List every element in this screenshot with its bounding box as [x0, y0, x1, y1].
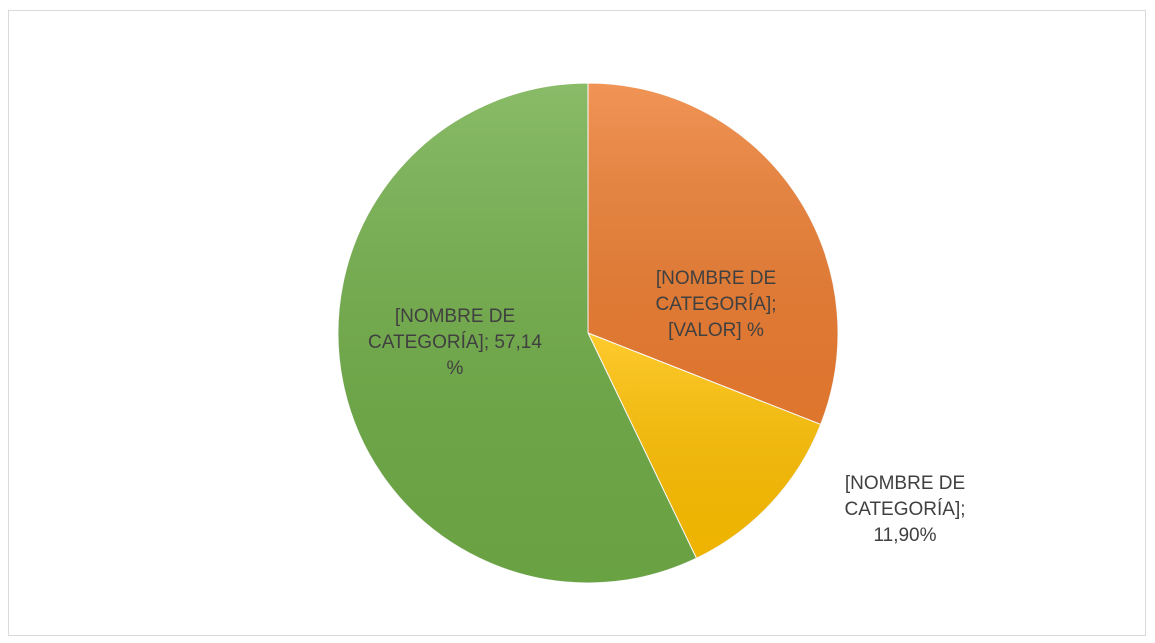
data-label: [NOMBRE DE CATEGORÍA]; 57,14 %: [368, 306, 542, 379]
slice-shade: [338, 83, 697, 583]
slice-shade: [588, 83, 838, 425]
data-label: [NOMBRE DE CATEGORÍA]; 11,90%: [844, 473, 966, 546]
chart-frame: [8, 10, 1146, 636]
data-label: [NOMBRE DE CATEGORÍA]; [VALOR] %: [655, 268, 777, 341]
slice-shade: [588, 333, 821, 559]
